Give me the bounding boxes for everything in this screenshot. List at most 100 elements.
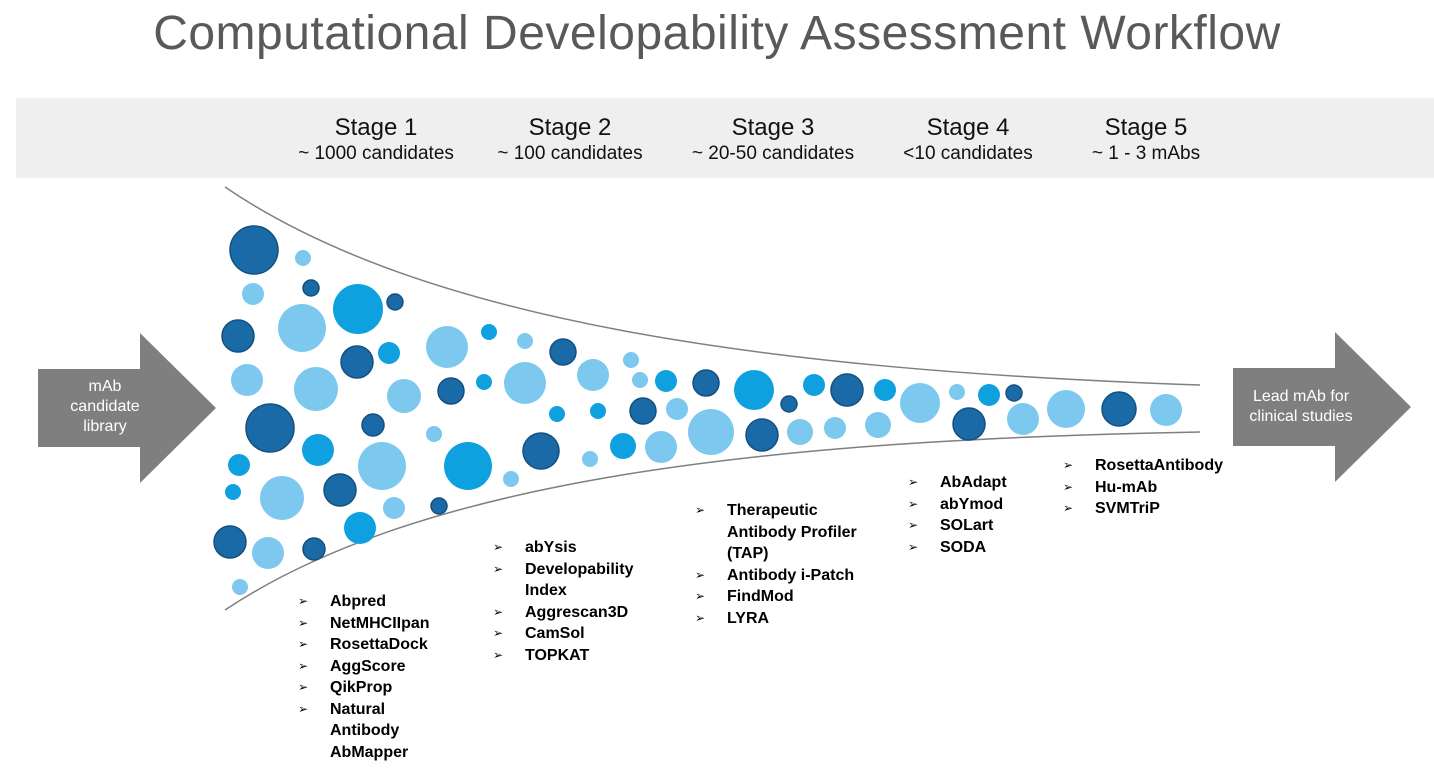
candidate-circle xyxy=(734,370,774,410)
candidate-circle xyxy=(900,383,940,423)
tool-label: Natural xyxy=(330,700,386,718)
tool-label-continuation: AbMapper xyxy=(330,743,409,761)
tool-label: Developability xyxy=(525,560,634,578)
candidate-circles xyxy=(213,225,1182,595)
input-arrow-line-2: candidate xyxy=(70,398,140,415)
candidate-circle xyxy=(323,473,357,507)
candidate-circle xyxy=(824,417,846,439)
tool-item: Hu-mAb xyxy=(1063,477,1223,499)
candidate-circle xyxy=(577,359,609,391)
candidate-circle xyxy=(260,476,304,520)
candidate-circle xyxy=(787,419,813,445)
stage-3-tool-list: Therapeutic Antibody Profiler (TAP) Antibo… xyxy=(695,500,857,629)
tool-label-continuation: Antibody xyxy=(330,722,400,739)
candidate-circle xyxy=(232,579,248,595)
tool-item: Developability Index xyxy=(493,559,633,602)
stage-2-count: ~ 100 candidates xyxy=(497,143,643,164)
candidate-circle xyxy=(745,418,779,452)
candidate-circle xyxy=(333,284,383,334)
stage-3-name: Stage 3 xyxy=(731,114,815,141)
candidate-circle xyxy=(1150,394,1182,426)
page-title: Computational Developability Assessment … xyxy=(153,7,1281,60)
candidate-circle xyxy=(302,279,320,297)
candidate-circle xyxy=(1007,403,1039,435)
candidate-circle xyxy=(503,471,519,487)
stage-4-count: <10 candidates xyxy=(903,143,1033,164)
tool-item: FindMod xyxy=(695,586,857,608)
candidate-circle xyxy=(225,484,241,500)
stage-5-header: Stage 5 ~ 1 - 3 mAbs xyxy=(1036,114,1256,166)
candidate-circle xyxy=(476,374,492,390)
candidate-circle xyxy=(231,364,263,396)
candidate-circle xyxy=(865,412,891,438)
stage-2-header: Stage 2 ~ 100 candidates xyxy=(460,114,680,166)
candidate-circle xyxy=(358,442,406,490)
candidate-circle xyxy=(522,432,560,470)
candidate-circle xyxy=(252,537,284,569)
stage-4-tool-list: AbAdapt abYmod SOLart SODA xyxy=(908,472,1007,558)
tool-label: Therapeutic xyxy=(727,502,818,519)
stage-1-tool-list: Abpred NetMHCIIpan RosettaDock AggScore … xyxy=(298,591,430,763)
candidate-circle xyxy=(803,374,825,396)
candidate-circle xyxy=(278,304,326,352)
stage-4-name: Stage 4 xyxy=(926,114,1010,141)
candidate-circle xyxy=(949,384,965,400)
candidate-circle xyxy=(629,397,657,425)
candidate-circle xyxy=(294,367,338,411)
tool-label-continuation: Index xyxy=(525,582,567,599)
tool-item: NetMHCIIpan xyxy=(298,613,430,635)
tool-item: SODA xyxy=(908,537,1007,559)
input-arrow-line-3: library xyxy=(83,418,127,435)
candidate-circle xyxy=(692,369,720,397)
output-arrow-line-2: clinical studies xyxy=(1249,408,1353,425)
candidate-circle xyxy=(610,433,636,459)
stage-1-count: ~ 1000 candidates xyxy=(298,143,454,164)
candidate-circle xyxy=(344,512,376,544)
candidate-circle xyxy=(378,342,400,364)
candidate-circle xyxy=(952,407,986,441)
tool-item: Antibody i-Patch xyxy=(695,565,857,587)
candidate-circle xyxy=(245,403,295,453)
candidate-circle xyxy=(430,497,448,515)
candidate-circle xyxy=(978,384,1000,406)
candidate-circle xyxy=(426,326,468,368)
candidate-circle xyxy=(228,454,250,476)
tool-item: Therapeutic Antibody Profiler (TAP) xyxy=(695,500,857,565)
candidate-circle xyxy=(582,451,598,467)
candidate-circle xyxy=(426,426,442,442)
candidate-circle xyxy=(437,377,465,405)
candidate-circle xyxy=(387,379,421,413)
candidate-circle xyxy=(302,537,326,561)
candidate-circle xyxy=(1047,390,1085,428)
candidate-circle xyxy=(874,379,896,401)
output-arrow-icon xyxy=(1233,332,1411,482)
tool-item: LYRA xyxy=(695,608,857,630)
candidate-circle xyxy=(383,497,405,519)
candidate-circle xyxy=(549,338,577,366)
input-arrow-label: mAb candidate library xyxy=(50,377,160,437)
tool-item: TOPKAT xyxy=(493,645,633,667)
candidate-circle xyxy=(688,409,734,455)
stage-5-tool-list: RosettaAntibody Hu-mAb SVMTriP xyxy=(1063,455,1223,520)
candidate-circle xyxy=(504,362,546,404)
tool-item: Abpred xyxy=(298,591,430,613)
tool-item: SOLart xyxy=(908,515,1007,537)
output-arrow-line-1: Lead mAb for xyxy=(1252,388,1350,405)
candidate-circle xyxy=(386,293,404,311)
input-arrow-line-1: mAb xyxy=(88,378,122,395)
candidate-circle xyxy=(780,395,798,413)
candidate-circle xyxy=(590,403,606,419)
tool-item: QikProp xyxy=(298,677,430,699)
tool-item: RosettaAntibody xyxy=(1063,455,1223,477)
stage-3-count: ~ 20-50 candidates xyxy=(691,143,855,164)
stage-3-header: Stage 3 ~ 20-50 candidates xyxy=(663,114,883,166)
stage-2-tool-list: abYsis Developability Index Aggrescan3D C… xyxy=(493,537,633,666)
candidate-circle xyxy=(830,373,864,407)
candidate-circle xyxy=(1101,391,1137,427)
candidate-circle xyxy=(295,250,311,266)
stage-4-header: Stage 4 <10 candidates xyxy=(858,114,1078,166)
tool-item: AbAdapt xyxy=(908,472,1007,494)
stage-header-band xyxy=(16,98,1434,178)
candidate-circle xyxy=(517,333,533,349)
stage-1-name: Stage 1 xyxy=(334,114,418,141)
